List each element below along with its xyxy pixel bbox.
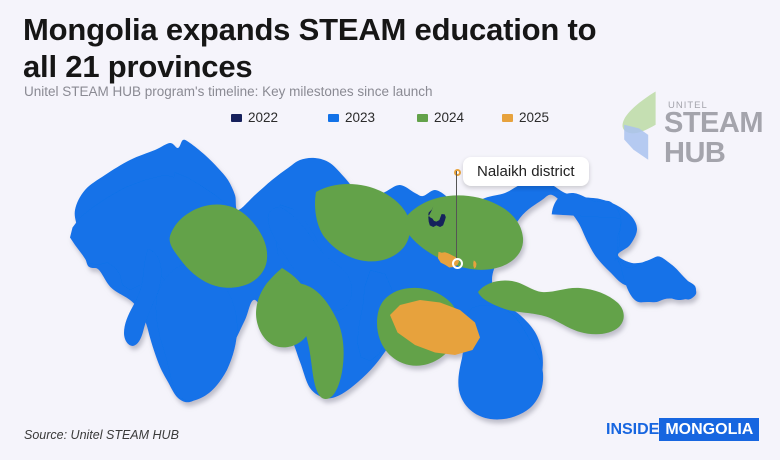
svg-text:STEAM: STEAM <box>664 107 763 139</box>
svg-text:HUB: HUB <box>664 137 725 169</box>
